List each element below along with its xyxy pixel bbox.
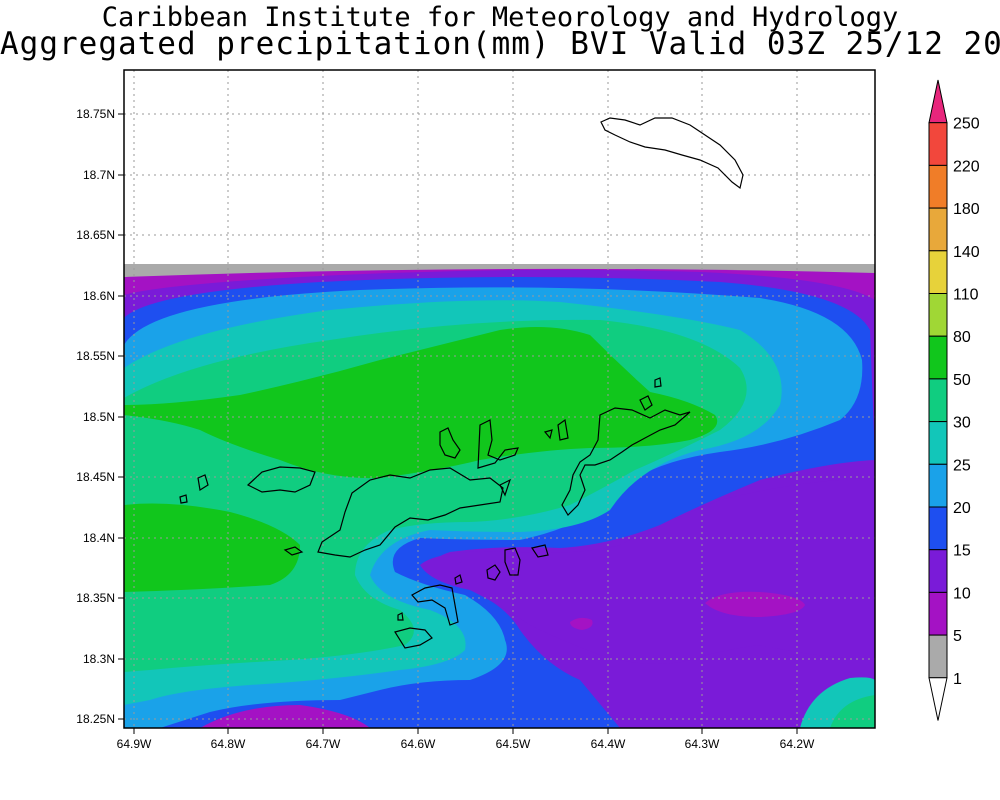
island-necker [654,377,662,388]
contour-30-50 [830,695,875,728]
x-axis: 64.9W 64.8W 64.7W 64.6W 64.5W 64.4W 64.3… [117,728,815,751]
colorbar-level-label: 25 [953,457,971,474]
x-tick-label: 64.4W [591,737,626,751]
colorbar-level-label: 50 [953,372,971,389]
chart-title-line2: Aggregated precipitation(mm) BVI Valid 0… [0,26,1000,62]
island-dead-chest [397,612,404,621]
island-cooper [486,564,501,581]
x-tick-label: 64.7W [306,737,341,751]
y-tick-label: 18.65N [76,228,115,242]
colorbar-level-label: 1 [953,671,962,688]
colorbar-swatch [928,506,948,551]
colorbar-cap-top [928,79,948,124]
y-tick-label: 18.45N [76,470,115,484]
y-tick-label: 18.55N [76,349,115,363]
island-guana [439,427,461,459]
colorbar [928,79,948,721]
y-tick-label: 18.25N [76,712,115,726]
island-prickly-pear [639,395,653,411]
island-marina-cay [543,429,553,440]
colorbar-swatch [928,122,948,166]
coastlines [179,117,744,649]
colorbar-level-label: 140 [953,244,980,261]
y-tick-label: 18.75N [76,107,115,121]
y-tick-label: 18.4N [83,531,115,545]
plot-frame [123,69,876,729]
x-tick-label: 64.2W [780,737,815,751]
colorbar-swatch [928,335,948,380]
colorbar-level-label: 220 [953,158,980,175]
colorbar-swatch [928,591,948,636]
island-salt [454,574,463,585]
y-tick-label: 18.35N [76,591,115,605]
island-beef [283,546,304,556]
colorbar-level-label: 110 [953,287,979,304]
island-sandy-cay [179,494,188,504]
island-norman [394,627,433,649]
contour-50-80 [124,503,300,592]
colorbar-level-label: 20 [953,500,971,517]
island-virgin-gorda [561,407,691,516]
island-jost-van-dyke [246,466,316,493]
y-axis: 18.75N 18.7N 18.65N 18.6N 18.55N 18.5N 1… [76,107,124,726]
colorbar-swatch [928,549,948,593]
y-tick-label: 18.7N [83,168,115,182]
x-tick-label: 64.6W [401,737,436,751]
colorbar-swatch [928,250,948,295]
x-tick-label: 64.9W [117,737,152,751]
contour-5-10 [200,705,370,728]
colorbar-cap-bottom [928,677,948,721]
colorbar-level-label: 5 [953,628,962,645]
y-tick-label: 18.6N [83,289,115,303]
island-fallen-jerusalem [531,544,549,558]
island-anegada [600,117,744,190]
x-tick-label: 64.3W [685,737,720,751]
island-great-camanoe [477,419,519,469]
colorbar-level-label: 180 [953,201,980,218]
contour-50-80 [124,326,718,479]
x-tick-label: 64.5W [496,737,531,751]
colorbar-level-label: 80 [953,329,971,346]
colorbar-level-label: 30 [953,415,971,432]
island-little-thatch [197,474,209,491]
colorbar-labels: 250 220 180 140 110 80 50 30 25 20 15 10 5 1 [953,116,980,688]
island-scrub [499,478,512,497]
y-tick-label: 18.3N [83,652,115,666]
chart-title-line1: Caribbean Institute for Meteorology and … [101,2,899,33]
island-mosquito [557,418,569,441]
island-peter [411,584,459,626]
precip-contours [124,70,875,728]
colorbar-swatch [928,293,948,337]
colorbar-swatch [928,164,948,209]
contour-5-10 [570,617,593,630]
colorbar-swatch [928,463,948,508]
y-tick-label: 18.5N [83,410,115,424]
contour-10-15 [420,478,875,664]
colorbar-level-label: 10 [953,585,971,602]
grid-lines [124,70,875,728]
x-tick-label: 64.8W [211,737,246,751]
colorbar-swatch [928,421,948,465]
island-tortola [317,467,504,558]
colorbar-swatch [928,207,948,252]
colorbar-level-label: 15 [953,543,971,560]
colorbar-level-label: 250 [953,116,980,133]
colorbar-swatch [928,634,948,679]
colorbar-swatch [928,378,948,423]
island-ginger [504,547,521,576]
